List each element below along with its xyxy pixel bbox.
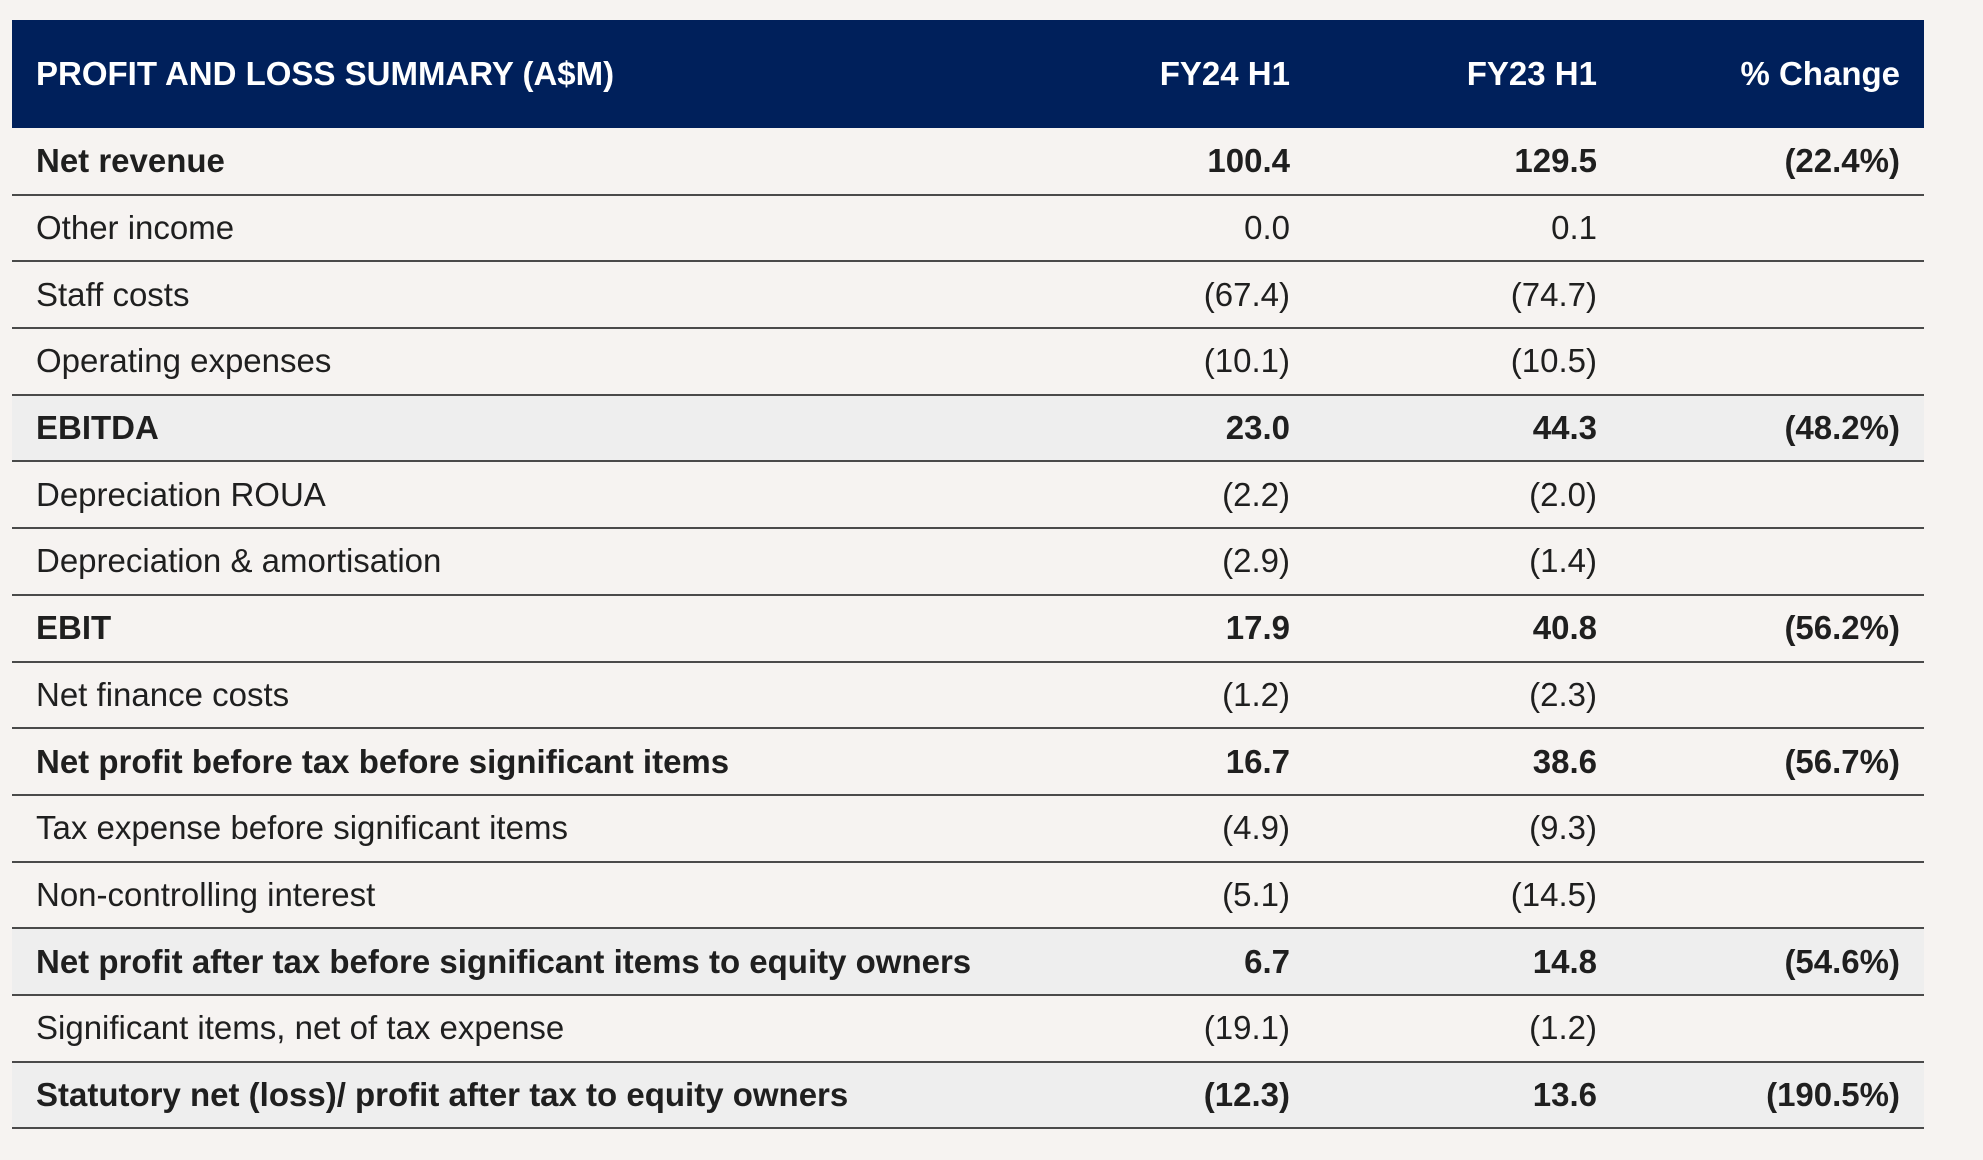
percent-change-value: [1621, 662, 1924, 729]
fy23-value: (14.5): [1510, 875, 1597, 913]
row-label: Non-controlling interest: [36, 875, 376, 913]
pnl-summary-table-container: PROFIT AND LOSS SUMMARY (A$M) FY24 H1 FY…: [12, 20, 1924, 1129]
table-row: Other income 0.0 0.1: [12, 195, 1924, 262]
percent-change-value: (22.4%): [1784, 141, 1900, 179]
percent-change-value: (56.7%): [1784, 742, 1900, 780]
percent-change-value: [1621, 528, 1924, 595]
percent-change-value: (54.6%): [1784, 942, 1900, 980]
header-title: PROFIT AND LOSS SUMMARY (A$M): [36, 55, 615, 92]
row-label: Net revenue: [36, 141, 225, 179]
fy23-value: (2.3): [1529, 675, 1597, 713]
fy23-value: 40.8: [1532, 609, 1597, 647]
fy23-value: (10.5): [1510, 342, 1597, 380]
row-label: Net profit after tax before significant …: [36, 942, 972, 980]
fy23-value: (74.7): [1510, 275, 1597, 313]
row-label: Operating expenses: [36, 342, 332, 380]
percent-change-value: [1621, 461, 1924, 528]
table-row: Operating expenses (10.1) (10.5): [12, 328, 1924, 395]
fy23-value: 0.1: [1551, 209, 1597, 247]
table-row: Net profit after tax before significant …: [12, 928, 1924, 995]
row-label: Depreciation & amortisation: [36, 542, 442, 580]
row-label: Net finance costs: [36, 675, 290, 713]
header-fy24: FY24 H1: [1159, 55, 1290, 92]
fy24-value: 23.0: [1225, 409, 1290, 447]
table-body: Net revenue 100.4 129.5 (22.4%) Other income…: [12, 128, 1924, 1129]
header-percent-change: % Change: [1740, 55, 1900, 92]
table-row: Net profit before tax before significant…: [12, 728, 1924, 795]
row-label: Statutory net (loss)/ profit after tax t…: [36, 1075, 849, 1113]
fy24-value: 6.7: [1244, 942, 1290, 980]
fy24-value: (2.2): [1222, 475, 1290, 513]
row-label: Net profit before tax before significant…: [36, 742, 730, 780]
row-label: Significant items, net of tax expense: [36, 1009, 565, 1047]
table-header-row: PROFIT AND LOSS SUMMARY (A$M) FY24 H1 FY…: [12, 20, 1924, 128]
fy23-value: (1.4): [1529, 542, 1597, 580]
fy24-value: (12.3): [1203, 1075, 1290, 1113]
row-label: EBITDA: [36, 409, 159, 447]
fy23-value: (1.2): [1529, 1009, 1597, 1047]
table-row: Net finance costs (1.2) (2.3): [12, 662, 1924, 729]
fy24-value: (10.1): [1203, 342, 1290, 380]
table-row: Non-controlling interest (5.1) (14.5): [12, 862, 1924, 929]
table-row: Net revenue 100.4 129.5 (22.4%): [12, 128, 1924, 195]
fy23-value: (9.3): [1529, 809, 1597, 847]
fy24-value: 17.9: [1225, 609, 1290, 647]
table-row: Statutory net (loss)/ profit after tax t…: [12, 1061, 1924, 1129]
row-label: Staff costs: [36, 275, 190, 313]
row-label: Other income: [36, 209, 235, 247]
table-row: Depreciation & amortisation (2.9) (1.4): [12, 528, 1924, 595]
fy23-value: 129.5: [1514, 141, 1597, 179]
fy24-value: (4.9): [1222, 809, 1290, 847]
row-label: EBIT: [36, 609, 112, 647]
fy24-value: (1.2): [1222, 675, 1290, 713]
fy24-value: (2.9): [1222, 542, 1290, 580]
fy24-value: 100.4: [1207, 141, 1290, 179]
table-row: EBITDA 23.0 44.3 (48.2%): [12, 394, 1924, 462]
fy24-value: (67.4): [1203, 275, 1290, 313]
fy23-value: (2.0): [1529, 475, 1597, 513]
fy23-value: 44.3: [1532, 409, 1597, 447]
fy24-value: (19.1): [1203, 1009, 1290, 1047]
percent-change-value: (190.5%): [1766, 1075, 1900, 1113]
percent-change-value: (48.2%): [1784, 409, 1900, 447]
table-row: Staff costs (67.4) (74.7): [12, 261, 1924, 329]
percent-change-value: [1621, 195, 1924, 262]
header-fy23: FY23 H1: [1466, 55, 1597, 92]
fy23-value: 38.6: [1532, 742, 1597, 780]
fy24-value: 16.7: [1225, 742, 1290, 780]
percent-change-value: [1621, 328, 1924, 395]
fy23-value: 13.6: [1532, 1075, 1597, 1113]
table-row: Significant items, net of tax expense (19…: [12, 995, 1924, 1062]
percent-change-value: (56.2%): [1784, 609, 1900, 647]
fy24-value: 0.0: [1244, 209, 1290, 247]
row-label: Depreciation ROUA: [36, 475, 326, 513]
table-row: Depreciation ROUA (2.2) (2.0): [12, 461, 1924, 529]
percent-change-value: [1621, 862, 1924, 929]
percent-change-value: [1621, 795, 1924, 862]
table-row: Tax expense before significant items (4.9…: [12, 795, 1924, 862]
percent-change-value: [1621, 995, 1924, 1062]
fy23-value: 14.8: [1532, 942, 1597, 980]
fy24-value: (5.1): [1222, 875, 1290, 913]
pnl-summary-table: PROFIT AND LOSS SUMMARY (A$M) FY24 H1 FY…: [12, 20, 1924, 1129]
table-row: EBIT 17.9 40.8 (56.2%): [12, 595, 1924, 662]
row-label: Tax expense before significant items: [36, 809, 568, 847]
percent-change-value: [1621, 261, 1924, 328]
